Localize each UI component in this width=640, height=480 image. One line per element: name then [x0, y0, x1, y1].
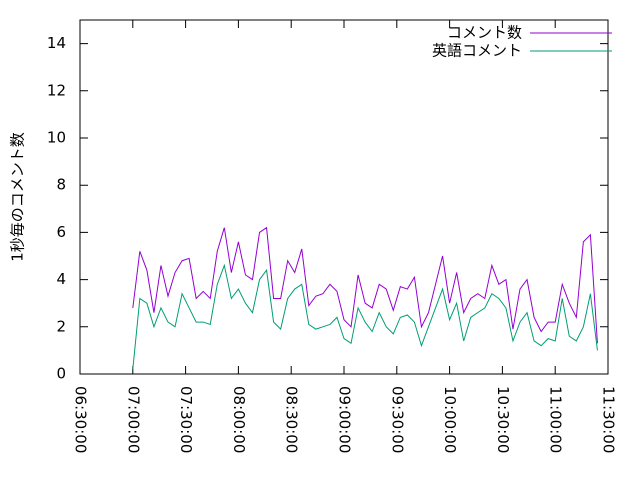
y-axis-label: 1秒毎のコメント数: [9, 132, 27, 262]
x-tick-label: 08:30:00: [283, 386, 301, 453]
legend-label: 英語コメント: [432, 42, 522, 60]
y-tick-label: 14: [47, 34, 66, 52]
y-tick-label: 2: [56, 317, 66, 335]
y-tick-label: 10: [47, 129, 66, 147]
x-tick-label: 06:30:00: [72, 386, 90, 453]
x-tick-label: 10:00:00: [441, 386, 459, 453]
y-tick-label: 6: [56, 223, 66, 241]
series-line: [132, 263, 598, 370]
x-tick-label: 08:00:00: [230, 386, 248, 453]
y-tick-label: 0: [56, 365, 66, 383]
x-tick-label: 11:00:00: [547, 386, 565, 453]
y-tick-label: 12: [47, 81, 66, 99]
x-tick-label: 11:30:00: [600, 386, 618, 453]
x-tick-label: 07:00:00: [124, 386, 142, 453]
x-tick-label: 07:30:00: [177, 386, 195, 453]
x-tick-label: 09:00:00: [336, 386, 354, 453]
x-tick-label: 09:30:00: [388, 386, 406, 453]
x-tick-label: 10:30:00: [494, 386, 512, 453]
y-tick-label: 8: [56, 176, 66, 194]
y-tick-label: 4: [56, 270, 66, 288]
series-line: [132, 226, 598, 344]
legend-label: コメント数: [447, 24, 522, 42]
